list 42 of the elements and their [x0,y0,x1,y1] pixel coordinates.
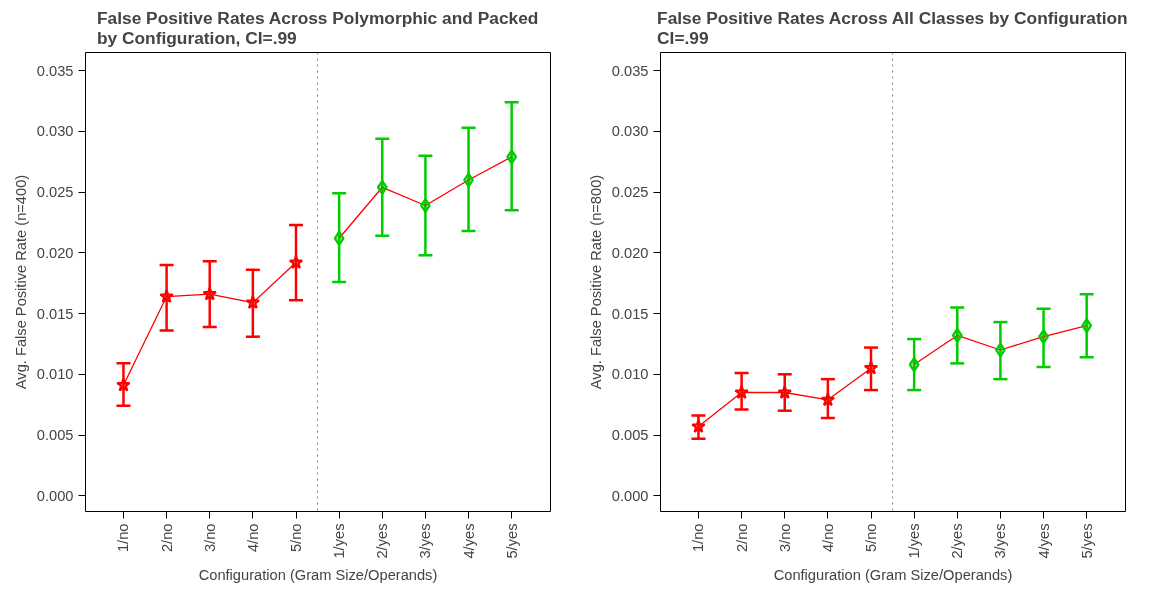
x-tick-label: 3/yes [417,523,434,559]
x-axis-title: Configuration (Gram Size/Operands) [198,566,438,583]
x-tick-label: 3/no [201,523,218,553]
x-tick-label: 5/yes [503,523,520,559]
y-tick-label: 0.015 [611,305,649,322]
y-tick-label: 0.000 [36,487,74,504]
y-tick-label: 0.020 [611,244,649,261]
x-tick-label: 1/yes [906,523,923,559]
y-tick-label: 0.000 [611,487,649,504]
chart-title: False Positive Rates Across All Classes by Configuration CI=.99 [657,7,1128,48]
y-tick-label: 0.015 [36,305,74,322]
y-tick-label: 0.020 [36,244,74,261]
y-axis-title: Avg. False Positive Rate (n=400) [12,174,29,390]
y-tick-label: 0.010 [36,366,74,383]
y-tick-label: 0.035 [611,62,649,79]
x-tick-label: 2/yes [374,523,391,559]
x-axis-title: Configuration (Gram Size/Operands) [773,566,1013,583]
y-tick-label: 0.005 [36,427,74,443]
chart-title: False Positive Rates Across Polymorphic and Packed by Configuration, CI=.99 [96,7,539,48]
x-tick-label: 2/yes [949,523,966,559]
x-tick-label: 5/no [288,523,304,553]
x-tick-label: 4/no [244,523,261,553]
y-tick-label: 0.035 [36,62,74,79]
x-tick-label: 2/no [158,523,175,553]
x-tick-label: 2/no [733,523,750,553]
x-tick-label: 4/yes [1035,523,1052,559]
x-tick-label: 3/no [776,523,793,553]
x-tick-label: 1/no [690,523,707,553]
y-axis-title: Avg. False Positive Rate (n=800) [587,174,604,390]
y-tick-label: 0.005 [611,427,649,443]
x-tick-label: 1/yes [331,523,348,559]
x-tick-label: 5/yes [1078,523,1095,559]
y-tick-label: 0.025 [611,184,649,201]
x-tick-label: 4/no [819,523,836,553]
y-tick-label: 0.010 [611,366,649,383]
x-tick-label: 5/no [863,523,879,553]
y-tick-label: 0.030 [36,123,74,140]
x-tick-label: 3/yes [992,523,1009,559]
y-tick-label: 0.030 [611,123,649,140]
x-tick-label: 4/yes [460,523,477,559]
y-tick-label: 0.025 [36,184,74,201]
x-tick-label: 1/no [115,523,132,553]
